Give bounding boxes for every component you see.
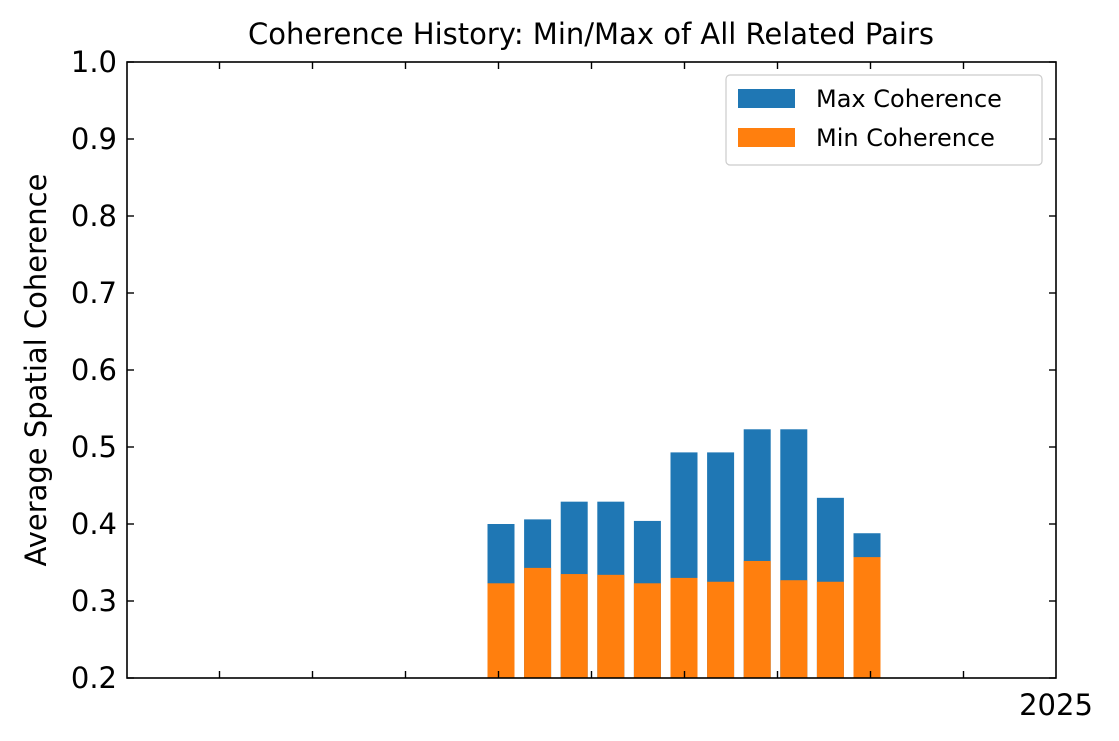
bar-min-8 [743, 560, 771, 678]
legend-box [725, 74, 1043, 166]
bar-min-5 [633, 583, 661, 678]
bar-min-4 [597, 574, 625, 678]
legend-label-min: Min Coherence [816, 124, 995, 152]
chart-title: Coherence History: Min/Max of All Relate… [248, 17, 934, 51]
bar-min-6 [670, 577, 698, 678]
bar-min-2 [524, 567, 552, 678]
y-tick-label: 0.7 [71, 276, 117, 310]
legend-label-max: Max Coherence [816, 85, 1002, 113]
legend-swatch-max [738, 89, 795, 108]
bar-min-9 [780, 580, 808, 678]
y-tick-label: 0.6 [71, 353, 117, 387]
y-tick-label: 0.4 [71, 507, 117, 541]
y-tick-label: 0.3 [71, 584, 117, 618]
y-tick-label: 1.0 [71, 45, 117, 79]
bars-layer [487, 429, 881, 678]
bar-min-7 [707, 581, 735, 678]
y-tick-label: 0.9 [71, 122, 117, 156]
legend: Max Coherence Min Coherence [725, 74, 1043, 166]
bar-min-3 [560, 574, 588, 678]
y-tick-label: 0.2 [71, 661, 117, 695]
bar-min-11 [853, 557, 881, 678]
ticks-layer: 0.2 0.3 0.4 0.5 0.6 0.7 0.8 0.9 1.0 2025 [71, 45, 1093, 722]
y-tick-label: 0.5 [71, 430, 117, 464]
plot-frame [126, 61, 1057, 679]
bar-min-1 [487, 583, 515, 678]
x-tick-label: 2025 [1019, 688, 1093, 722]
y-tick-label: 0.8 [71, 199, 117, 233]
legend-swatch-min [738, 128, 795, 147]
y-axis-label: Average Spatial Coherence [19, 174, 53, 567]
bar-min-10 [816, 581, 844, 678]
